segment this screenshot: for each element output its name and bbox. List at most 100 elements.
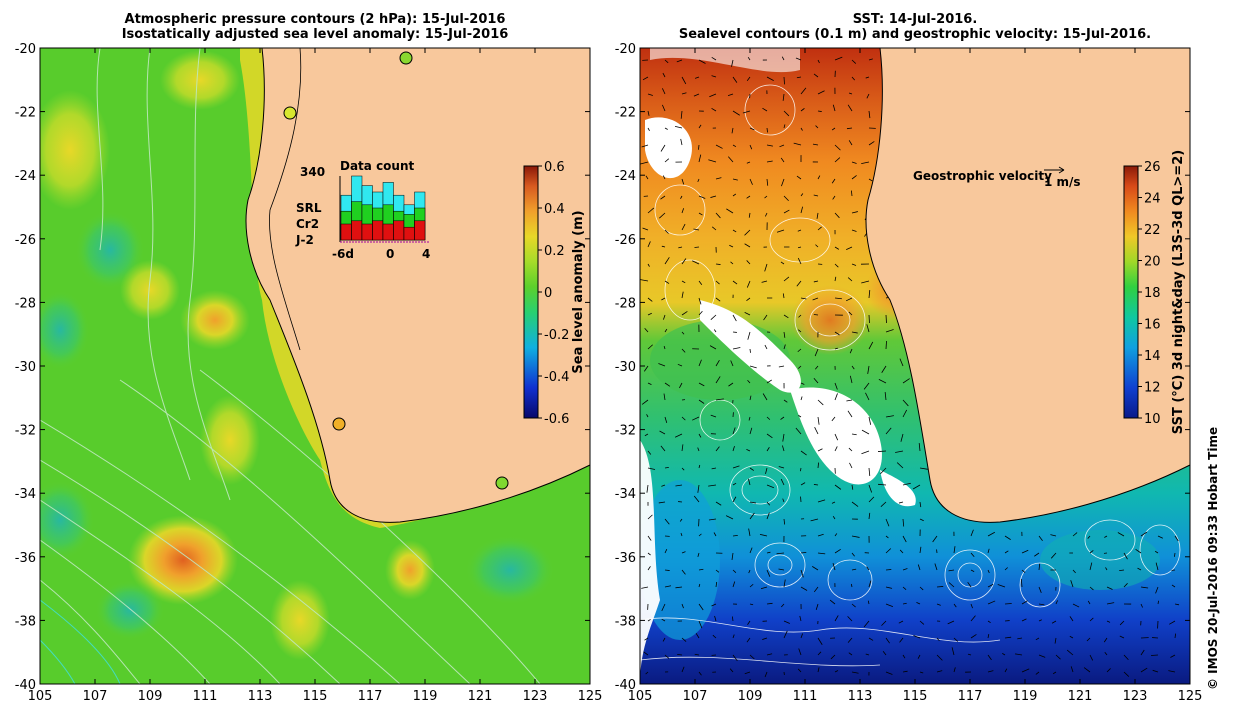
- velocity-arrow: [778, 365, 785, 368]
- velocity-arrow: [783, 314, 789, 319]
- velocity-arrow: [715, 376, 721, 384]
- velocity-arrow: [817, 226, 822, 231]
- velocity-arrow: [732, 654, 738, 662]
- velocity-arrow: [817, 552, 826, 555]
- lat-tick-label: -38: [15, 614, 36, 629]
- velocity-arrow: [849, 462, 853, 469]
- velocity-arrow: [817, 416, 820, 425]
- velocity-arrow: [698, 603, 704, 611]
- velocity-arrow: [898, 501, 904, 504]
- velocity-arrow: [778, 568, 785, 571]
- sst-colorbar: 26 24 22 20 18 16 14 12 10 SST (°C) 3d night&day…: [1123, 150, 1186, 434]
- velocity-arrow: [815, 603, 819, 611]
- velocity-arrow: [643, 365, 649, 372]
- lon-tick-label: 111: [793, 689, 818, 704]
- velocity-arrow: [727, 156, 734, 163]
- velocity-arrow: [681, 280, 686, 284]
- velocity-arrow: [647, 207, 655, 214]
- velocity-arrow: [814, 426, 819, 435]
- velocity-arrow: [731, 552, 734, 561]
- velocity-arrow: [681, 416, 686, 421]
- velocity-arrow: [647, 552, 651, 556]
- velocity-arrow: [725, 515, 734, 520]
- velocity-arrow: [1004, 636, 1012, 639]
- velocity-arrow: [885, 637, 890, 644]
- velocity-arrow: [834, 157, 841, 163]
- velocity-arrow: [762, 393, 768, 401]
- velocity-arrow: [681, 208, 685, 214]
- velocity-arrow: [919, 546, 922, 554]
- velocity-arrow: [795, 427, 802, 435]
- velocity-arrow: [783, 344, 786, 350]
- velocity-arrow: [647, 344, 653, 350]
- velocity-arrow: [746, 449, 751, 452]
- velocity-arrow: [877, 483, 887, 486]
- velocity-arrow: [800, 467, 802, 472]
- velocity-arrow: [817, 499, 826, 503]
- velocity-arrow: [834, 263, 839, 268]
- velocity-arrow: [1137, 567, 1142, 571]
- velocity-arrow: [675, 586, 683, 589]
- velocity-arrow: [1169, 620, 1176, 625]
- velocity-arrow: [851, 365, 855, 370]
- velocity-arrow: [846, 399, 853, 402]
- velocity-arrow: [749, 178, 753, 185]
- velocity-arrow: [698, 195, 706, 199]
- velocity-arrow: [746, 297, 751, 301]
- velocity-arrow: [647, 382, 652, 385]
- velocity-arrow: [936, 654, 943, 661]
- velocity-arrow: [679, 382, 683, 389]
- velocity-arrow: [880, 467, 887, 475]
- velocity-arrow: [1117, 532, 1125, 537]
- australia-land-right: [866, 48, 1190, 523]
- velocity-arrow: [1123, 552, 1128, 560]
- velocity-arrow: [936, 603, 941, 606]
- velocity-arrow: [765, 467, 768, 475]
- velocity-arrow: [681, 291, 684, 299]
- lat-tick-label: -38: [615, 614, 636, 629]
- velocity-arrow: [644, 328, 649, 333]
- sla-anomaly: [40, 290, 90, 370]
- velocity-arrow: [832, 563, 836, 571]
- velocity-arrow: [851, 76, 856, 81]
- velocity-arrow: [1089, 550, 1094, 554]
- velocity-arrow: [1020, 579, 1023, 588]
- lon-tick-label: 117: [358, 689, 383, 704]
- velocity-arrow: [698, 382, 705, 387]
- velocity-arrow: [863, 620, 870, 628]
- velocity-arrow: [868, 141, 875, 146]
- colorbar-tick-label: 0.6: [544, 160, 565, 175]
- tide-gauge-marker: [495, 476, 509, 490]
- velocity-arrow: [1014, 653, 1023, 656]
- velocity-arrow: [749, 127, 755, 131]
- data-count-xlabel: -6d: [332, 247, 354, 261]
- velocity-arrow: [953, 603, 957, 608]
- velocity-arrow: [708, 159, 717, 163]
- velocity-arrow: [849, 375, 853, 384]
- velocity-arrow: [834, 56, 843, 61]
- lon-tick-label: 113: [248, 689, 273, 704]
- velocity-arrow: [681, 258, 687, 265]
- velocity-arrow: [1055, 654, 1061, 660]
- lat-tick-label: -22: [15, 106, 36, 121]
- data-count-bar-j2: [414, 220, 426, 241]
- lat-tick-label: -34: [15, 487, 36, 502]
- velocity-arrow: [663, 393, 666, 401]
- velocity-arrow: [834, 212, 840, 219]
- velocity-arrow: [861, 429, 870, 435]
- velocity-arrow: [885, 569, 892, 571]
- cloud-gap: [650, 48, 800, 73]
- velocity-arrow: [749, 501, 757, 504]
- velocity-arrow: [732, 634, 735, 639]
- velocity-arrow: [1052, 671, 1057, 675]
- velocity-arrow: [902, 399, 909, 407]
- velocity-arrow: [795, 57, 802, 61]
- velocity-arrow: [746, 280, 751, 288]
- velocity-arrow: [659, 430, 666, 435]
- velocity-arrow: [1072, 532, 1078, 537]
- cloud-gap: [880, 470, 916, 507]
- velocity-arrow: [810, 518, 819, 522]
- velocity-arrow: [851, 263, 857, 266]
- velocity-arrow: [813, 586, 819, 593]
- velocity-arrow: [698, 59, 706, 64]
